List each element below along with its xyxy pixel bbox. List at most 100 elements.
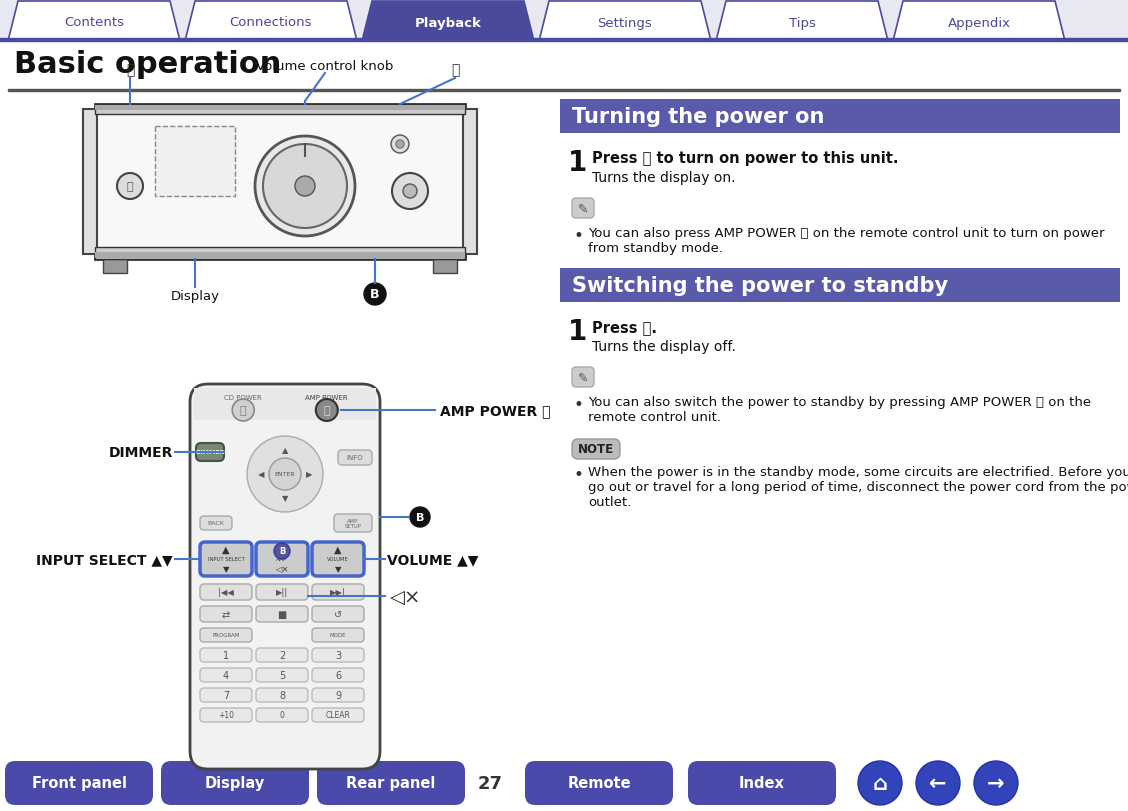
Bar xyxy=(95,253,465,259)
Bar xyxy=(559,268,1120,303)
FancyBboxPatch shape xyxy=(312,607,364,622)
Text: CLEAR: CLEAR xyxy=(326,710,351,719)
FancyBboxPatch shape xyxy=(525,761,673,805)
Bar xyxy=(95,105,465,115)
Text: Playback: Playback xyxy=(415,16,482,29)
Circle shape xyxy=(364,284,386,306)
Text: 1: 1 xyxy=(569,148,588,177)
Text: ◁×: ◁× xyxy=(275,564,289,574)
Text: Appendix: Appendix xyxy=(948,16,1011,29)
Text: Tips: Tips xyxy=(788,16,816,29)
Text: 1: 1 xyxy=(569,318,588,345)
Text: ◀: ◀ xyxy=(258,470,264,479)
Bar xyxy=(0,39,1128,42)
FancyBboxPatch shape xyxy=(256,708,308,722)
Bar xyxy=(155,127,235,197)
Text: ⭘: ⭘ xyxy=(451,63,459,77)
Text: BACK: BACK xyxy=(208,521,224,526)
Text: 7: 7 xyxy=(223,690,229,700)
Text: ⏻: ⏻ xyxy=(126,63,134,77)
Circle shape xyxy=(296,177,315,197)
Text: →: → xyxy=(987,773,1005,793)
Polygon shape xyxy=(893,2,1065,42)
Text: ▶||: ▶|| xyxy=(276,588,288,597)
Text: NOTE: NOTE xyxy=(578,443,614,456)
FancyBboxPatch shape xyxy=(196,444,224,461)
Text: CD POWER: CD POWER xyxy=(224,394,262,401)
Text: Display: Display xyxy=(205,775,265,791)
Text: 1: 1 xyxy=(223,650,229,660)
Text: AMP POWER ⏻: AMP POWER ⏻ xyxy=(440,404,550,418)
FancyBboxPatch shape xyxy=(312,648,364,663)
Text: AMP POWER: AMP POWER xyxy=(306,394,349,401)
FancyBboxPatch shape xyxy=(200,708,252,722)
FancyBboxPatch shape xyxy=(312,584,364,600)
Text: INPUT SELECT ▲▼: INPUT SELECT ▲▼ xyxy=(36,552,173,566)
FancyBboxPatch shape xyxy=(338,450,372,466)
Text: ↺: ↺ xyxy=(334,609,342,620)
Circle shape xyxy=(858,761,902,805)
FancyBboxPatch shape xyxy=(200,689,252,702)
Text: ←: ← xyxy=(929,773,946,793)
Polygon shape xyxy=(8,2,180,42)
FancyBboxPatch shape xyxy=(312,668,364,682)
FancyBboxPatch shape xyxy=(5,761,153,805)
Text: You can also switch the power to standby by pressing AMP POWER ⏻ on the
remote c: You can also switch the power to standby… xyxy=(588,396,1091,423)
FancyBboxPatch shape xyxy=(256,543,308,577)
Text: VOLUME ▲▼: VOLUME ▲▼ xyxy=(387,552,478,566)
Circle shape xyxy=(391,135,409,154)
Text: 6: 6 xyxy=(335,670,341,680)
Bar xyxy=(559,100,1120,134)
FancyBboxPatch shape xyxy=(572,367,594,388)
FancyBboxPatch shape xyxy=(200,584,252,600)
FancyBboxPatch shape xyxy=(256,668,308,682)
Text: |◀◀: |◀◀ xyxy=(218,588,233,597)
Circle shape xyxy=(274,543,290,560)
Circle shape xyxy=(117,174,143,200)
Polygon shape xyxy=(362,2,534,42)
FancyBboxPatch shape xyxy=(256,607,308,622)
Bar xyxy=(103,260,127,273)
Text: •: • xyxy=(574,227,584,245)
Text: ⏻: ⏻ xyxy=(240,406,247,415)
Circle shape xyxy=(403,185,417,199)
FancyBboxPatch shape xyxy=(572,199,594,219)
Text: When the power is in the standby mode, some circuits are electrified. Before you: When the power is in the standby mode, s… xyxy=(588,466,1128,508)
Circle shape xyxy=(268,458,301,491)
Text: ✎: ✎ xyxy=(578,371,588,384)
Bar xyxy=(95,106,465,111)
Circle shape xyxy=(232,400,254,422)
Text: Turns the display off.: Turns the display off. xyxy=(592,340,735,354)
Text: •: • xyxy=(574,396,584,414)
Circle shape xyxy=(916,761,960,805)
Text: ▶: ▶ xyxy=(306,470,312,479)
Bar xyxy=(95,105,465,260)
FancyBboxPatch shape xyxy=(200,607,252,622)
Text: 9: 9 xyxy=(335,690,341,700)
Text: VOLUME: VOLUME xyxy=(327,557,349,562)
Bar xyxy=(433,260,457,273)
Text: 27: 27 xyxy=(477,774,502,792)
FancyBboxPatch shape xyxy=(312,689,364,702)
Text: You can also press AMP POWER ⏻ on the remote control unit to turn on power
from : You can also press AMP POWER ⏻ on the re… xyxy=(588,227,1104,255)
Text: AMP
SETUP: AMP SETUP xyxy=(344,518,361,529)
Text: 0: 0 xyxy=(280,710,284,719)
Text: Index: Index xyxy=(739,775,785,791)
Text: Turning the power on: Turning the power on xyxy=(572,107,825,127)
Text: 5: 5 xyxy=(279,670,285,680)
Text: ⏻: ⏻ xyxy=(324,406,331,415)
Text: ENTER: ENTER xyxy=(275,472,296,477)
Text: ▲: ▲ xyxy=(334,544,342,554)
Text: Contents: Contents xyxy=(64,16,124,29)
FancyBboxPatch shape xyxy=(200,668,252,682)
Circle shape xyxy=(316,400,337,422)
Text: ◁×: ◁× xyxy=(390,587,422,606)
FancyBboxPatch shape xyxy=(572,440,620,460)
Text: B: B xyxy=(370,288,380,301)
FancyBboxPatch shape xyxy=(200,517,232,530)
Circle shape xyxy=(247,436,323,513)
Bar xyxy=(95,247,465,260)
Bar xyxy=(462,109,477,255)
Text: Remote: Remote xyxy=(567,775,631,791)
Text: +10: +10 xyxy=(218,710,233,719)
